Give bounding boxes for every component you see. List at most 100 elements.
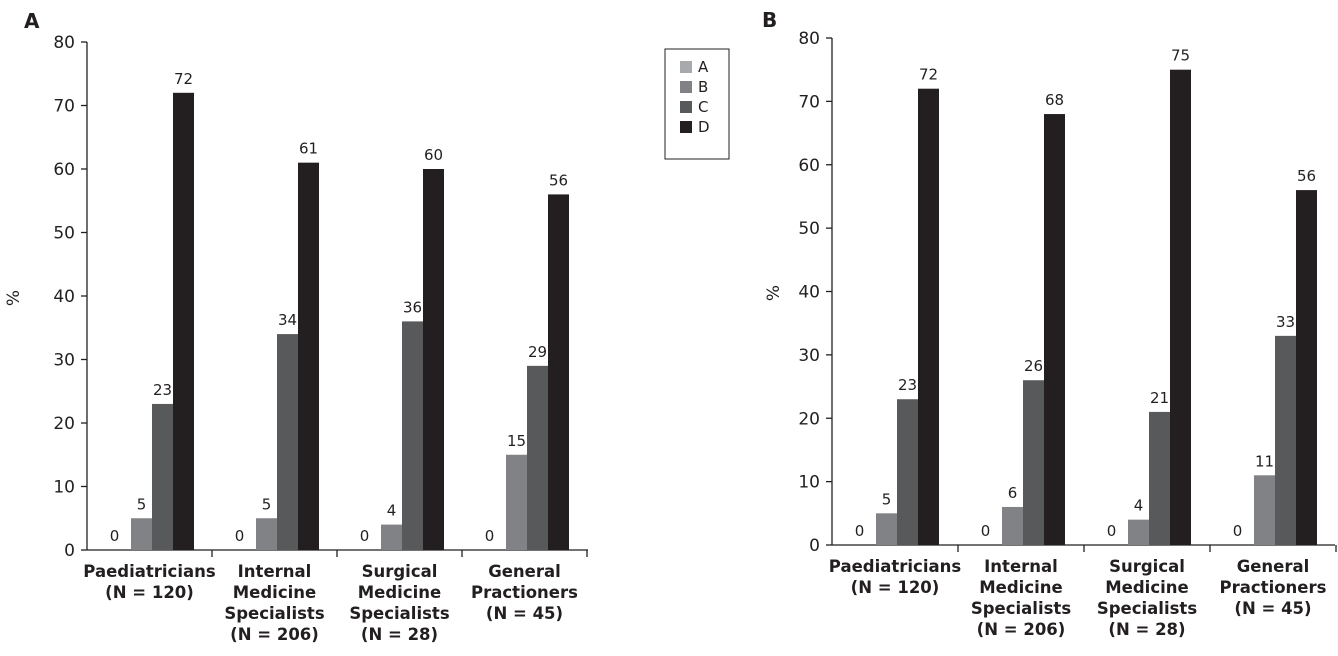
bar-c [402, 321, 423, 550]
category-label: Specialists [349, 604, 449, 623]
category-label: Specialists [224, 604, 324, 623]
bar-b [506, 454, 527, 550]
category-label: (N = 28) [361, 625, 438, 644]
value-label: 11 [1255, 452, 1274, 470]
value-label: 26 [1024, 357, 1043, 375]
bar-b [1002, 506, 1023, 545]
legend-swatch-a [680, 61, 692, 73]
y-tick-label: 80 [798, 29, 820, 49]
value-label: 0 [981, 522, 991, 540]
y-tick-label: 50 [53, 224, 75, 244]
value-label: 72 [174, 70, 193, 88]
y-tick-label: 60 [53, 160, 75, 180]
value-label: 36 [403, 298, 422, 316]
y-tick-label: 40 [798, 283, 820, 303]
legend-swatch-c [680, 101, 692, 113]
legend-swatch-d [680, 121, 692, 133]
category-label: (N = 45) [1234, 599, 1311, 618]
legend-label: C [698, 98, 708, 116]
value-label: 34 [278, 311, 297, 329]
y-tick-label: 20 [798, 409, 820, 429]
category-label: (N = 28) [1108, 620, 1185, 639]
y-tick-label: 0 [809, 536, 820, 556]
legend-swatch-b [680, 81, 692, 93]
y-tick-label: 20 [53, 414, 75, 434]
value-label: 0 [110, 527, 120, 545]
value-label: 0 [485, 527, 495, 545]
value-label: 56 [1297, 167, 1316, 185]
panel-a-chart: A%01020304050607080052372Paediatricians(… [4, 9, 588, 644]
value-label: 0 [1233, 522, 1243, 540]
category-label: (N = 120) [105, 583, 194, 602]
value-label: 5 [137, 495, 147, 513]
bar-d [423, 169, 444, 550]
value-label: 60 [424, 146, 443, 164]
bar-c [1275, 335, 1296, 545]
legend-label: B [698, 78, 708, 96]
value-label: 21 [1150, 389, 1169, 407]
category-label: (N = 206) [230, 625, 319, 644]
y-tick-label: 70 [53, 97, 75, 117]
y-tick-label: 30 [53, 351, 75, 371]
y-tick-label: 70 [798, 92, 820, 112]
legend-label: D [698, 118, 710, 136]
category-label: Practioners [1220, 578, 1327, 597]
y-axis-title: % [764, 285, 784, 301]
y-tick-label: 40 [53, 287, 75, 307]
bar-b [1128, 519, 1149, 545]
legend-label: A [698, 58, 709, 76]
category-label: Internal [984, 557, 1058, 576]
y-tick-label: 30 [798, 346, 820, 366]
value-label: 0 [360, 527, 370, 545]
category-label: (N = 120) [851, 578, 940, 597]
category-label: Surgical [362, 562, 438, 581]
bar-d [1170, 69, 1191, 545]
value-label: 6 [1008, 484, 1018, 502]
bar-b [1254, 475, 1275, 545]
value-label: 23 [153, 381, 172, 399]
value-label: 56 [549, 171, 568, 189]
bar-b [381, 524, 402, 550]
y-tick-label: 60 [798, 156, 820, 176]
bar-d [298, 162, 319, 550]
category-label: Medicine [233, 583, 316, 602]
category-label: General [488, 562, 561, 581]
bar-d [1044, 114, 1065, 546]
y-axis-title: % [4, 290, 24, 306]
bar-c [277, 334, 298, 550]
value-label: 75 [1171, 47, 1190, 65]
value-label: 61 [299, 140, 318, 158]
category-label: Paediatricians [829, 557, 962, 576]
value-label: 23 [898, 376, 917, 394]
panel-letter: A [24, 9, 40, 33]
legend-box [664, 48, 730, 160]
value-label: 0 [1107, 522, 1117, 540]
category-label: Internal [238, 562, 312, 581]
category-label: Specialists [971, 599, 1071, 618]
category-label: Medicine [1105, 578, 1188, 597]
value-label: 33 [1276, 313, 1295, 331]
bar-d [1296, 190, 1317, 545]
bar-d [173, 92, 194, 551]
bar-d [548, 194, 569, 550]
category-label: Medicine [979, 578, 1062, 597]
category-label: (N = 45) [486, 604, 563, 623]
value-label: 68 [1045, 91, 1064, 109]
panel-b-chart: B%01020304050607080052372Paediatricians(… [762, 8, 1337, 639]
y-tick-label: 10 [798, 473, 820, 493]
category-label: Specialists [1097, 599, 1197, 618]
panel-letter: B [762, 8, 777, 32]
y-tick-label: 50 [798, 219, 820, 239]
bar-d [918, 88, 939, 545]
value-label: 0 [855, 522, 865, 540]
value-label: 4 [1134, 497, 1144, 515]
bar-b [131, 518, 152, 550]
bar-b [256, 518, 277, 550]
bar-c [152, 403, 173, 550]
bar-c [527, 365, 548, 550]
value-label: 5 [262, 495, 272, 513]
category-label: Surgical [1109, 557, 1185, 576]
bar-b [876, 513, 897, 545]
